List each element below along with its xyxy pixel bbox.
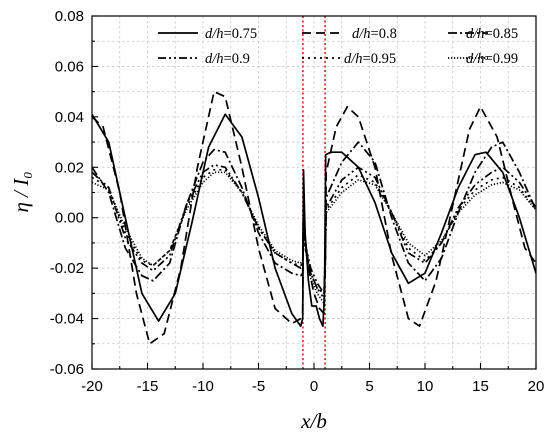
legend-entry-var: d/h: [352, 26, 371, 42]
y-tick-label: -0.04: [50, 311, 84, 328]
grid-lines: [92, 16, 536, 369]
y-axis-label: η / I₀: [9, 171, 33, 212]
legend-entry: d/h=0.9: [205, 51, 250, 67]
x-tick-label: -20: [81, 378, 103, 395]
legend-entry-value: =0.95: [363, 51, 397, 67]
y-tick-labels: -0.06 -0.04 -0.02 0.00 0.02 0.04 0.06 0.08: [50, 8, 84, 378]
x-tick-labels: -20 -15 -10 -5 0 5 10 15 20: [81, 378, 544, 395]
x-axis-label: x/b: [300, 409, 327, 433]
legend-entry-var: d/h: [466, 51, 485, 67]
x-tick-label: -15: [137, 378, 159, 395]
y-tick-label: 0.00: [55, 210, 84, 227]
legend-entry-var: d/h: [205, 26, 224, 42]
legend-entry-value: =0.85: [485, 26, 519, 42]
legend-entry: d/h=0.95: [344, 51, 396, 67]
axis-ticks: [91, 15, 537, 370]
series-line: [92, 168, 536, 300]
legend-entry: d/h=0.85: [466, 26, 518, 42]
legend: d/h=0.75 d/h=0.8 d/h=0.85d/h=0.9 d/h=0.95 d/…: [158, 26, 518, 67]
legend-entry-value: =0.9: [224, 51, 250, 67]
x-tick-label: -10: [192, 378, 214, 395]
x-tick-label: -5: [252, 378, 265, 395]
y-tick-label: 0.06: [55, 58, 84, 75]
x-tick-label: 5: [365, 378, 373, 395]
y-tick-label: -0.02: [50, 260, 84, 277]
legend-entry-var: d/h: [344, 51, 363, 67]
legend-entry: d/h=0.99: [466, 51, 518, 67]
series-line: [92, 163, 536, 295]
x-tick-label: 10: [417, 378, 434, 395]
legend-entry: d/h=0.75: [205, 26, 257, 42]
y-tick-label: 0.04: [55, 109, 84, 126]
x-tick-label: 0: [310, 378, 318, 395]
x-tick-label: 15: [472, 378, 489, 395]
legend-entry-value: =0.99: [485, 51, 519, 67]
legend-entry-value: =0.75: [224, 26, 258, 42]
series-line: [92, 113, 536, 327]
legend-entry: d/h=0.8: [352, 26, 397, 42]
legend-entry-var: d/h: [466, 26, 485, 42]
y-tick-label: -0.06: [50, 361, 84, 378]
y-tick-label: 0.02: [55, 159, 84, 176]
x-tick-label: 20: [528, 378, 545, 395]
series-lines: [92, 90, 536, 345]
legend-entry-var: d/h: [205, 51, 224, 67]
legend-entry-value: =0.8: [371, 26, 397, 42]
y-tick-label: 0.08: [55, 8, 84, 25]
